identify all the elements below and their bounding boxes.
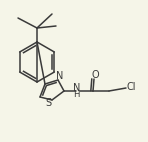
Text: O: O — [91, 70, 99, 80]
Text: Cl: Cl — [126, 82, 136, 92]
Text: N: N — [56, 71, 64, 81]
Text: N: N — [73, 83, 81, 93]
Text: H: H — [73, 89, 79, 99]
Text: S: S — [45, 98, 51, 108]
